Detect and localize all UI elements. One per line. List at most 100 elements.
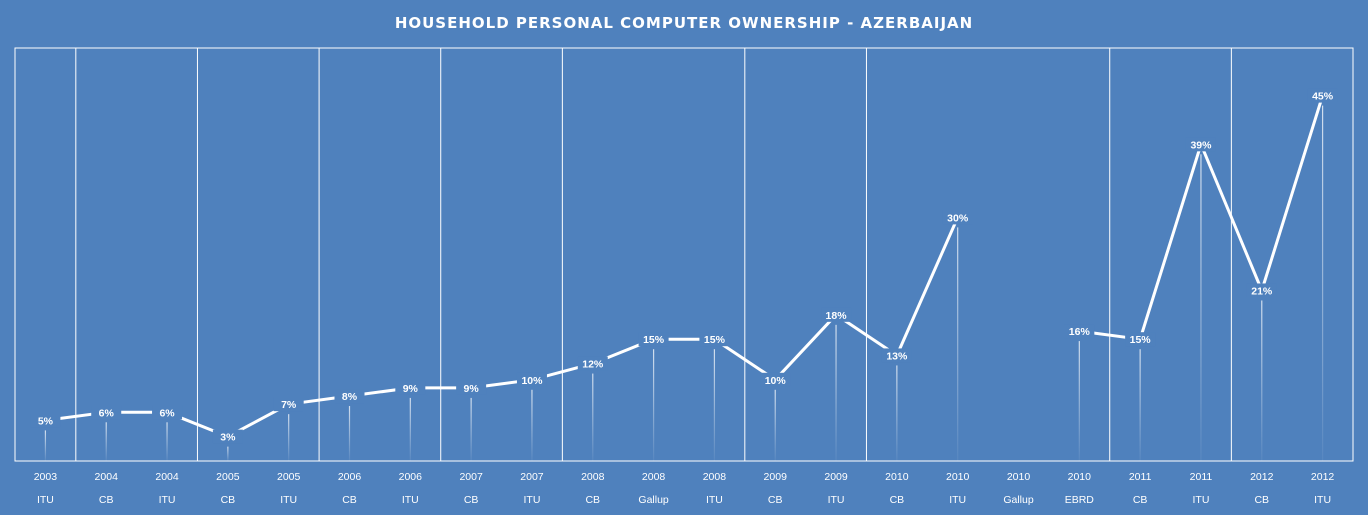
x-tick-source: Gallup xyxy=(1003,494,1034,506)
drop-line xyxy=(409,397,411,461)
x-tick-year: 2006 xyxy=(399,471,423,483)
data-label: 9% xyxy=(403,383,419,395)
x-tick-year: 2008 xyxy=(642,471,666,483)
x-tick-year: 2009 xyxy=(764,471,788,483)
x-tick-source: ITU xyxy=(280,494,297,506)
x-tick-year: 2012 xyxy=(1250,471,1274,483)
data-label: 13% xyxy=(886,350,908,362)
series-line-segment xyxy=(43,215,960,439)
x-tick-source: Gallup xyxy=(638,494,669,506)
data-label-background xyxy=(516,372,547,387)
x-tick-year: 2007 xyxy=(459,471,483,483)
data-label: 5% xyxy=(38,415,54,427)
x-tick-year: 2010 xyxy=(885,471,909,483)
data-label-background xyxy=(821,307,852,322)
data-label: 16% xyxy=(1069,326,1091,338)
data-label: 6% xyxy=(159,407,175,419)
x-tick-year: 2005 xyxy=(216,471,240,483)
data-label-background xyxy=(152,405,183,420)
drop-lines xyxy=(44,105,1324,461)
data-label: 6% xyxy=(99,407,115,419)
drop-line xyxy=(1261,300,1263,461)
data-label: 10% xyxy=(765,375,787,387)
data-label-background xyxy=(760,372,791,387)
x-tick-year: 2012 xyxy=(1311,471,1335,483)
data-label-background xyxy=(273,397,304,412)
x-tick-source: ITU xyxy=(402,494,419,506)
data-label: 8% xyxy=(342,391,358,403)
x-tick-year: 2010 xyxy=(1068,471,1092,483)
data-label-background xyxy=(699,332,730,347)
data-label-background xyxy=(1307,88,1338,103)
x-tick-source: CB xyxy=(768,494,783,506)
drop-line xyxy=(44,430,47,461)
x-axis: 2003 ITU 2004 CB 2004 ITU 2005 CB 2005 ITU 2006 CB 2… xyxy=(34,471,1335,506)
x-tick-source: EBRD xyxy=(1065,494,1095,506)
data-label-background xyxy=(1246,283,1277,298)
x-tick-year: 2010 xyxy=(1007,471,1031,483)
x-tick-source: ITU xyxy=(949,494,966,506)
drop-line xyxy=(774,389,776,461)
data-label-background xyxy=(456,380,487,395)
data-label-background xyxy=(942,210,973,225)
x-tick-source: ITU xyxy=(1192,494,1209,506)
drop-line xyxy=(1139,349,1141,461)
data-label-background xyxy=(577,356,608,371)
x-tick-source: CB xyxy=(464,494,479,506)
drop-line xyxy=(652,349,655,461)
x-tick-year: 2004 xyxy=(155,471,179,483)
x-tick-source: CB xyxy=(1133,494,1148,506)
drop-line xyxy=(1321,105,1324,461)
drop-line xyxy=(713,349,716,461)
drop-line xyxy=(957,227,959,461)
data-label: 30% xyxy=(947,212,969,224)
x-tick-source: CB xyxy=(585,494,600,506)
x-tick-source: ITU xyxy=(37,494,54,506)
x-tick-year: 2008 xyxy=(581,471,605,483)
drop-line xyxy=(1200,154,1202,461)
drop-line xyxy=(896,365,898,461)
x-tick-year: 2011 xyxy=(1190,471,1213,483)
plot-area-border xyxy=(14,47,1354,462)
chart-title: HOUSEHOLD PERSONAL COMPUTER OWNERSHIP - … xyxy=(395,14,973,32)
data-label-background xyxy=(212,429,243,444)
drop-line xyxy=(470,397,472,461)
data-label: 7% xyxy=(281,399,297,411)
x-tick-year: 2009 xyxy=(824,471,848,483)
data-label: 15% xyxy=(704,334,726,346)
data-labels: 5% 6% 6% 3% 7% 8% 9% 9% 10% 12% 15% 15% 10% 18% 13% 30%… xyxy=(30,88,1338,444)
year-separators xyxy=(75,48,1232,461)
drop-line xyxy=(105,422,107,461)
x-tick-year: 2007 xyxy=(520,471,544,483)
x-tick-source: ITU xyxy=(159,494,176,506)
x-tick-source: CB xyxy=(890,494,905,506)
x-tick-source: CB xyxy=(1254,494,1269,506)
x-tick-year: 2004 xyxy=(95,471,119,483)
drop-line xyxy=(227,446,229,461)
drop-line xyxy=(166,422,168,461)
x-tick-year: 2010 xyxy=(946,471,970,483)
x-tick-source: ITU xyxy=(706,494,723,506)
data-label-background xyxy=(1125,332,1156,347)
x-tick-source: ITU xyxy=(1314,494,1331,506)
drop-line xyxy=(348,406,351,461)
data-label-background xyxy=(30,413,61,428)
data-label-background xyxy=(395,380,426,395)
data-label-background xyxy=(1064,324,1095,339)
data-label-background xyxy=(881,348,912,363)
drop-line xyxy=(531,389,533,461)
data-label: 9% xyxy=(464,383,480,395)
x-tick-source: CB xyxy=(221,494,236,506)
x-tick-year: 2003 xyxy=(34,471,58,483)
data-label: 15% xyxy=(643,334,665,346)
drop-line xyxy=(288,414,290,461)
data-label: 39% xyxy=(1190,139,1212,151)
x-tick-year: 2006 xyxy=(338,471,362,483)
x-tick-source: CB xyxy=(342,494,357,506)
x-tick-year: 2005 xyxy=(277,471,301,483)
drop-line xyxy=(835,324,837,461)
x-tick-source: ITU xyxy=(523,494,540,506)
x-tick-source: ITU xyxy=(828,494,845,506)
